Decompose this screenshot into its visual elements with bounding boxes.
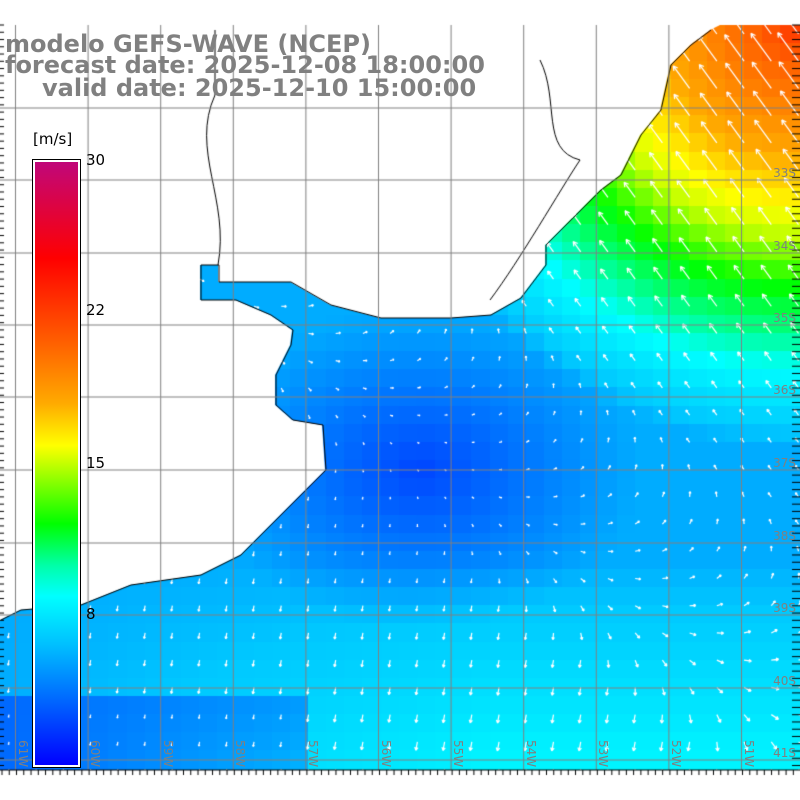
lat-label: 38S <box>773 529 796 543</box>
lon-label: 59W <box>160 740 175 768</box>
colorbar-gradient <box>35 162 78 765</box>
lon-label: 52W <box>668 740 683 768</box>
lat-label: 41S <box>773 746 796 760</box>
lon-label: 51W <box>741 740 756 768</box>
lon-label: 53W <box>596 740 611 768</box>
forecast-date: forecast date: 2025-12-08 18:00:00 <box>5 51 485 79</box>
lat-label: 34S <box>773 239 796 253</box>
lon-label: 60W <box>88 740 103 768</box>
lat-label: 40S <box>773 674 796 688</box>
lat-label: 36S <box>773 383 796 397</box>
lon-label: 61W <box>15 740 30 768</box>
lon-label: 56W <box>378 740 393 768</box>
valid-date: valid date: 2025-12-10 15:00:00 <box>42 74 477 102</box>
model-title: modelo GEFS-WAVE (NCEP) <box>5 30 371 58</box>
lat-label: 39S <box>773 601 796 615</box>
colorbar-unit: [m/s] <box>33 130 73 148</box>
lon-label: 58W <box>233 740 248 768</box>
colorbar-tick-15: 15 <box>86 454 106 472</box>
colorbar-tick-22: 22 <box>86 301 106 319</box>
lat-label: 35S <box>773 311 796 325</box>
lat-label: 37S <box>773 456 796 470</box>
colorbar <box>32 159 81 768</box>
lon-label: 57W <box>305 740 320 768</box>
lat-label: 33S <box>773 166 796 180</box>
colorbar-tick-8: 8 <box>86 605 96 623</box>
lon-label: 54W <box>523 740 538 768</box>
lon-label: 55W <box>451 740 466 768</box>
colorbar-tick-30: 30 <box>86 151 106 169</box>
